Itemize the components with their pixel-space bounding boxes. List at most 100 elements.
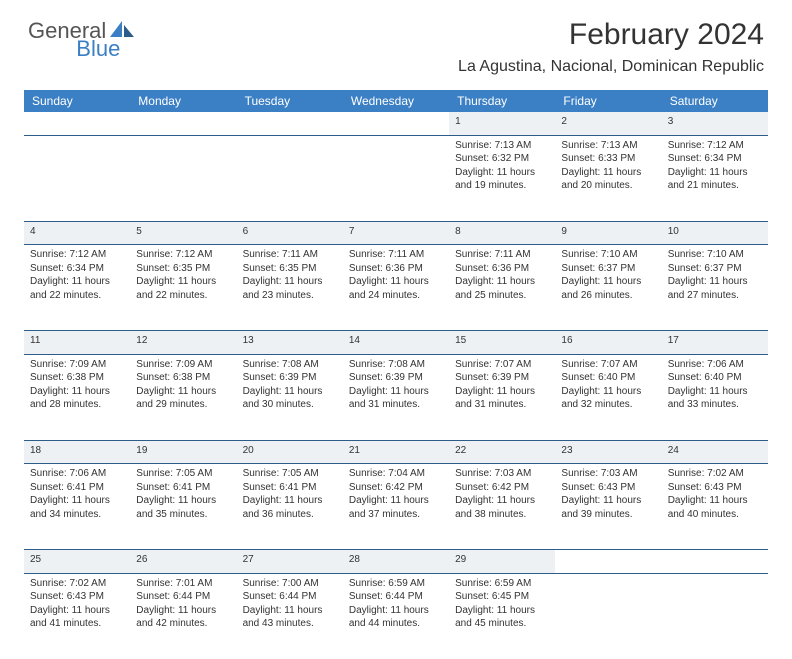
day-info-cell: Sunrise: 7:11 AMSunset: 6:36 PMDaylight:… [449, 245, 555, 331]
day-info-cell: Sunrise: 7:13 AMSunset: 6:33 PMDaylight:… [555, 135, 661, 221]
sunrise-text: Sunrise: 7:12 AM [136, 248, 230, 262]
sunrise-text: Sunrise: 7:06 AM [668, 358, 762, 372]
sunrise-text: Sunrise: 7:10 AM [561, 248, 655, 262]
day-info-cell: Sunrise: 7:01 AMSunset: 6:44 PMDaylight:… [130, 573, 236, 659]
day-info-cell: Sunrise: 7:06 AMSunset: 6:41 PMDaylight:… [24, 464, 130, 550]
sunrise-text: Sunrise: 7:13 AM [455, 139, 549, 153]
day-info-cell: Sunrise: 7:04 AMSunset: 6:42 PMDaylight:… [343, 464, 449, 550]
daylight-text: Daylight: 11 hours [561, 494, 655, 508]
daylight-text: Daylight: 11 hours [455, 275, 549, 289]
daylight-text: Daylight: 11 hours [243, 275, 337, 289]
sunrise-text: Sunrise: 7:05 AM [136, 467, 230, 481]
sunset-text: Sunset: 6:42 PM [349, 481, 443, 495]
sunset-text: Sunset: 6:41 PM [243, 481, 337, 495]
sunrise-text: Sunrise: 7:08 AM [349, 358, 443, 372]
daylight-text: and 32 minutes. [561, 398, 655, 412]
sunrise-text: Sunrise: 7:11 AM [243, 248, 337, 262]
day-number-cell: 25 [24, 550, 130, 574]
day-info-cell: Sunrise: 7:09 AMSunset: 6:38 PMDaylight:… [130, 354, 236, 440]
sunrise-text: Sunrise: 7:02 AM [30, 577, 124, 591]
sunset-text: Sunset: 6:39 PM [349, 371, 443, 385]
daylight-text: Daylight: 11 hours [30, 494, 124, 508]
day-number-cell: 20 [237, 440, 343, 464]
day-info-cell: Sunrise: 7:06 AMSunset: 6:40 PMDaylight:… [662, 354, 768, 440]
day-number-cell: 6 [237, 221, 343, 245]
day-number-cell: 1 [449, 112, 555, 135]
daylight-text: Daylight: 11 hours [30, 604, 124, 618]
daylight-text: Daylight: 11 hours [561, 385, 655, 399]
daylight-text: and 22 minutes. [136, 289, 230, 303]
daylight-text: Daylight: 11 hours [136, 494, 230, 508]
sunset-text: Sunset: 6:37 PM [561, 262, 655, 276]
day-info-cell [662, 573, 768, 659]
daylight-text: Daylight: 11 hours [561, 275, 655, 289]
daylight-text: and 35 minutes. [136, 508, 230, 522]
sunrise-text: Sunrise: 7:01 AM [136, 577, 230, 591]
logo: General Blue [28, 18, 184, 44]
sunset-text: Sunset: 6:34 PM [668, 152, 762, 166]
day-info-cell: Sunrise: 7:03 AMSunset: 6:43 PMDaylight:… [555, 464, 661, 550]
daylight-text: Daylight: 11 hours [136, 604, 230, 618]
sunset-text: Sunset: 6:42 PM [455, 481, 549, 495]
weekday-header: Monday [130, 90, 236, 112]
daylight-text: Daylight: 11 hours [455, 166, 549, 180]
day-number-cell: 17 [662, 331, 768, 355]
daylight-text: and 28 minutes. [30, 398, 124, 412]
month-title: February 2024 [458, 18, 764, 52]
sunset-text: Sunset: 6:34 PM [30, 262, 124, 276]
sunrise-text: Sunrise: 7:13 AM [561, 139, 655, 153]
daylight-text: Daylight: 11 hours [668, 166, 762, 180]
sunset-text: Sunset: 6:38 PM [136, 371, 230, 385]
sunrise-text: Sunrise: 7:09 AM [30, 358, 124, 372]
info-row: Sunrise: 7:13 AMSunset: 6:32 PMDaylight:… [24, 135, 768, 221]
daylight-text: Daylight: 11 hours [455, 604, 549, 618]
sunrise-text: Sunrise: 7:12 AM [668, 139, 762, 153]
day-info-cell: Sunrise: 7:02 AMSunset: 6:43 PMDaylight:… [24, 573, 130, 659]
sunset-text: Sunset: 6:32 PM [455, 152, 549, 166]
title-block: February 2024 La Agustina, Nacional, Dom… [458, 18, 764, 76]
daynum-row: 18192021222324 [24, 440, 768, 464]
sunrise-text: Sunrise: 7:04 AM [349, 467, 443, 481]
day-info-cell: Sunrise: 6:59 AMSunset: 6:45 PMDaylight:… [449, 573, 555, 659]
daylight-text: Daylight: 11 hours [668, 275, 762, 289]
day-info-cell: Sunrise: 7:10 AMSunset: 6:37 PMDaylight:… [662, 245, 768, 331]
daylight-text: and 22 minutes. [30, 289, 124, 303]
day-number-cell: 7 [343, 221, 449, 245]
day-number-cell: 15 [449, 331, 555, 355]
day-number-cell: 2 [555, 112, 661, 135]
day-info-cell: Sunrise: 7:03 AMSunset: 6:42 PMDaylight:… [449, 464, 555, 550]
sunrise-text: Sunrise: 7:12 AM [30, 248, 124, 262]
day-info-cell: Sunrise: 7:08 AMSunset: 6:39 PMDaylight:… [237, 354, 343, 440]
sunset-text: Sunset: 6:38 PM [30, 371, 124, 385]
day-info-cell: Sunrise: 7:12 AMSunset: 6:34 PMDaylight:… [24, 245, 130, 331]
sunset-text: Sunset: 6:41 PM [136, 481, 230, 495]
daylight-text: Daylight: 11 hours [30, 275, 124, 289]
day-info-cell: Sunrise: 7:08 AMSunset: 6:39 PMDaylight:… [343, 354, 449, 440]
day-number-cell: 28 [343, 550, 449, 574]
daylight-text: and 27 minutes. [668, 289, 762, 303]
day-number-cell: 29 [449, 550, 555, 574]
day-number-cell: 5 [130, 221, 236, 245]
day-info-cell: Sunrise: 7:00 AMSunset: 6:44 PMDaylight:… [237, 573, 343, 659]
sunset-text: Sunset: 6:43 PM [668, 481, 762, 495]
sunrise-text: Sunrise: 7:09 AM [136, 358, 230, 372]
sunset-text: Sunset: 6:41 PM [30, 481, 124, 495]
daylight-text: and 29 minutes. [136, 398, 230, 412]
daynum-row: 11121314151617 [24, 331, 768, 355]
day-number-cell: 27 [237, 550, 343, 574]
sunset-text: Sunset: 6:33 PM [561, 152, 655, 166]
daylight-text: and 45 minutes. [455, 617, 549, 631]
daylight-text: and 42 minutes. [136, 617, 230, 631]
sunset-text: Sunset: 6:44 PM [136, 590, 230, 604]
info-row: Sunrise: 7:12 AMSunset: 6:34 PMDaylight:… [24, 245, 768, 331]
info-row: Sunrise: 7:02 AMSunset: 6:43 PMDaylight:… [24, 573, 768, 659]
daylight-text: and 21 minutes. [668, 179, 762, 193]
sunset-text: Sunset: 6:43 PM [30, 590, 124, 604]
sunset-text: Sunset: 6:40 PM [668, 371, 762, 385]
daynum-row: 45678910 [24, 221, 768, 245]
day-number-cell: 8 [449, 221, 555, 245]
daylight-text: and 36 minutes. [243, 508, 337, 522]
day-info-cell: Sunrise: 7:13 AMSunset: 6:32 PMDaylight:… [449, 135, 555, 221]
day-info-cell: Sunrise: 7:07 AMSunset: 6:40 PMDaylight:… [555, 354, 661, 440]
daylight-text: and 31 minutes. [455, 398, 549, 412]
